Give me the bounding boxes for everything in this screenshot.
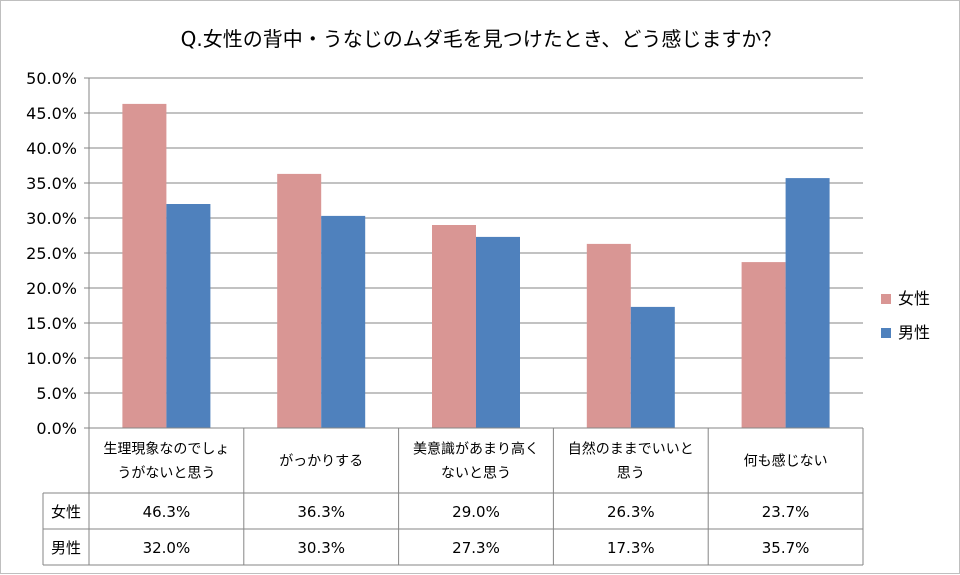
table-cell-male-4: 35.7%	[762, 539, 810, 557]
table-cell-female-4: 23.7%	[762, 503, 810, 521]
table-cell-female-0: 46.3%	[143, 503, 191, 521]
y-tick-label: 35.0%	[26, 174, 77, 193]
chart-title: Q.女性の背中・うなじのムダ毛を見つけたとき、どう感じますか？	[181, 27, 782, 51]
category-label: がっかりする	[279, 454, 363, 470]
category-label: うがないと思う	[117, 466, 215, 482]
table-row-label-female: 女性	[51, 503, 81, 521]
table-cell-female-1: 36.3%	[297, 503, 345, 521]
bar-female-0	[122, 103, 167, 429]
y-tick-label: 20.0%	[26, 279, 77, 298]
category-label: 生理現象なのでしょ	[103, 442, 229, 458]
category-label: 自然のままでいいと	[568, 441, 694, 458]
legend-swatch-female	[881, 294, 891, 304]
bars	[122, 103, 830, 429]
table-cell-male-3: 17.3%	[607, 539, 655, 557]
legend-swatch-male	[881, 328, 891, 338]
legend-label-female: 女性	[898, 289, 930, 308]
bar-female-4	[741, 262, 786, 428]
y-axis-ticks: 0.0% 5.0% 10.0% 15.0% 20.0% 25.0% 30.0% 35.0% 40…	[26, 69, 77, 438]
category-label: 思う	[617, 466, 645, 482]
table-cell-female-3: 26.3%	[607, 503, 655, 521]
bar-male-0	[166, 204, 211, 428]
table-cell-female-2: 29.0%	[452, 503, 500, 521]
y-tick-label: 0.0%	[36, 419, 77, 438]
category-label: ないと思う	[441, 466, 511, 482]
y-tick-label: 5.0%	[36, 384, 77, 403]
bar-male-3	[630, 306, 675, 428]
bar-male-4	[785, 178, 830, 428]
bar-female-3	[586, 243, 631, 428]
table-cell-male-0: 32.0%	[143, 539, 191, 557]
axes	[88, 78, 863, 429]
y-tick-label: 25.0%	[26, 244, 77, 263]
category-label: 何も感じない	[744, 453, 828, 470]
category-label: 美意識があまり高く	[413, 441, 539, 458]
legend-label-male: 男性	[898, 323, 930, 342]
y-tick-label: 50.0%	[26, 69, 77, 88]
bar-female-2	[432, 225, 476, 428]
y-tick-label: 45.0%	[26, 104, 77, 123]
y-tick-label: 40.0%	[26, 139, 77, 158]
table-cell-male-2: 27.3%	[452, 539, 500, 557]
table-row-label-male: 男性	[51, 539, 81, 557]
y-tick-label: 15.0%	[26, 314, 77, 333]
bar-female-1	[277, 173, 322, 428]
bar-male-1	[321, 215, 366, 428]
y-tick-label: 10.0%	[26, 349, 77, 368]
bar-male-2	[476, 236, 520, 428]
y-tick-label: 30.0%	[26, 209, 77, 228]
table-cell-male-1: 30.3%	[297, 539, 345, 557]
